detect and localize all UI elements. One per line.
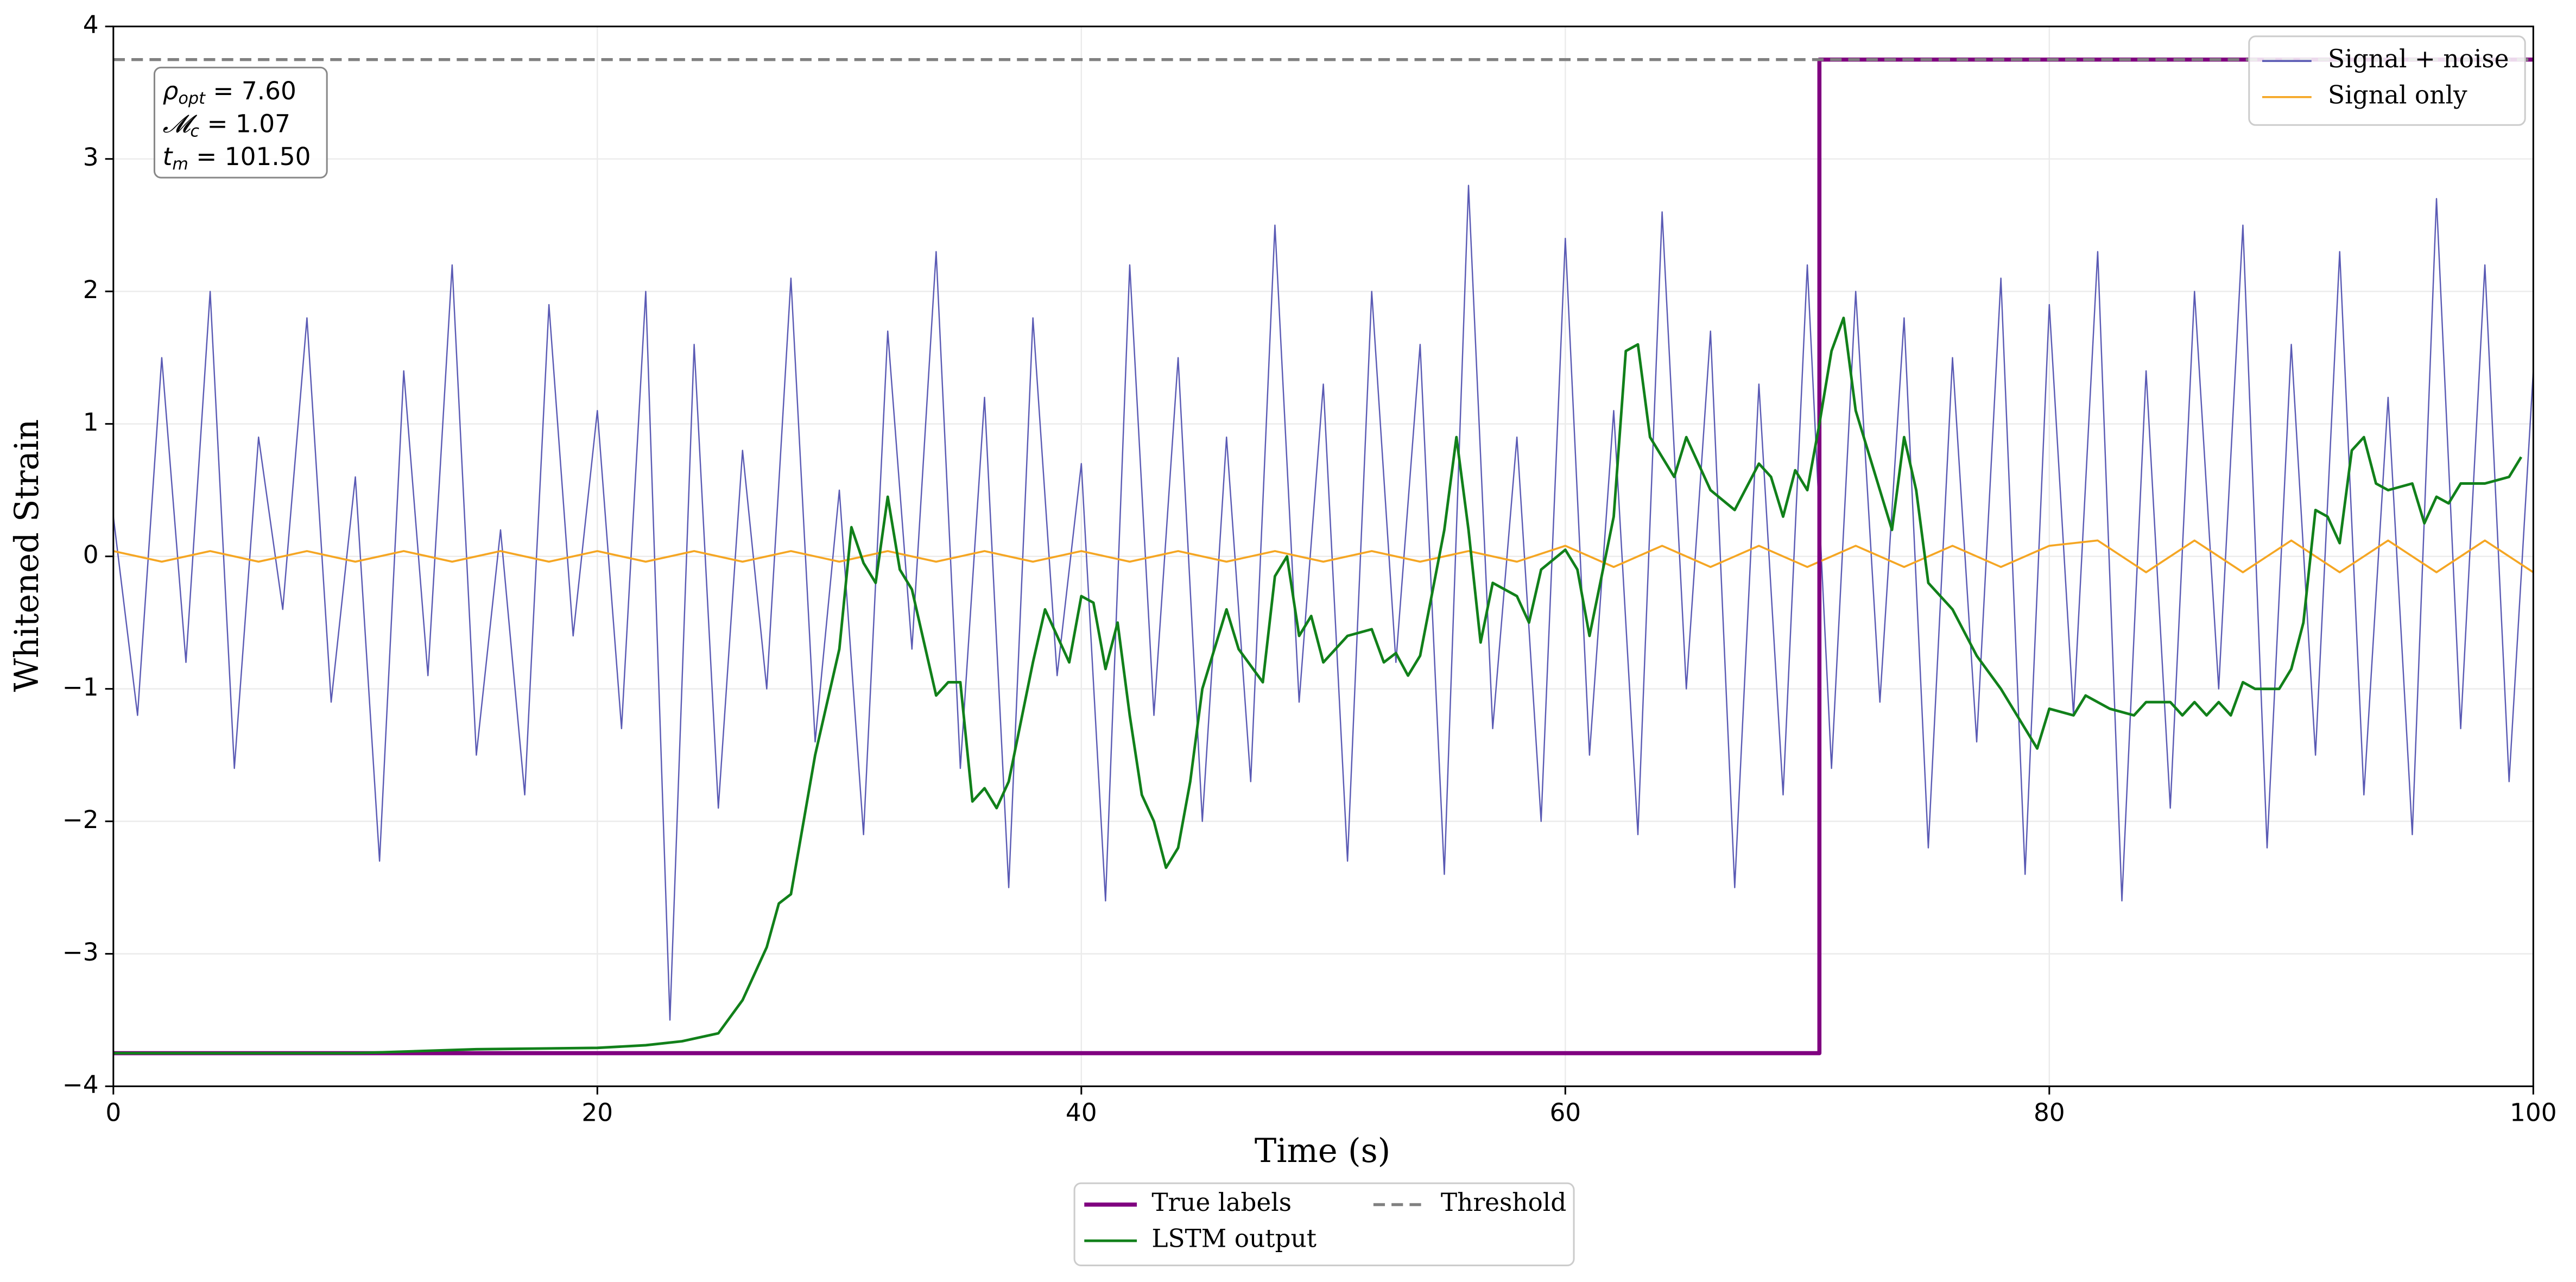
legend-label: Threshold: [1441, 1188, 1566, 1217]
x-tick-label: 80: [2034, 1098, 2065, 1127]
legend-label: LSTM output: [1151, 1224, 1317, 1253]
y-axis-label: Whitened Strain: [8, 419, 46, 692]
annotation-subscript: opt: [178, 89, 206, 108]
annotation-line: 𝓜c = 1.07: [163, 109, 290, 141]
plot-frame: [112, 26, 2534, 1088]
series-line: [113, 539, 2534, 573]
legend-label: Signal + noise: [2328, 45, 2509, 73]
annotation-box: [153, 66, 328, 179]
annotation-subscript: c: [190, 122, 199, 141]
y-tick-label: 1: [83, 408, 99, 437]
series-line: [113, 185, 2534, 1021]
x-tick-label: 40: [1066, 1098, 1097, 1127]
y-tick-label: 2: [83, 275, 99, 304]
legend-box: [1073, 1182, 1575, 1266]
y-tick-label: −2: [62, 805, 99, 834]
x-tick-label: 100: [2510, 1098, 2557, 1127]
x-tick-label: 0: [105, 1098, 121, 1127]
annotation-text: = 101.50: [188, 142, 311, 170]
y-tick-label: 3: [83, 143, 99, 172]
annotation-line: ρopt = 7.60: [163, 76, 296, 108]
y-tick-label: −4: [62, 1070, 99, 1099]
legend-box: [2248, 35, 2526, 126]
x-axis-label: Time (s): [1255, 1132, 1390, 1170]
annotation-symbol: t: [163, 142, 174, 170]
y-tick-label: −1: [62, 673, 99, 702]
legend-label: True labels: [1151, 1188, 1292, 1217]
x-tick-label: 60: [1549, 1098, 1581, 1127]
y-tick-label: −3: [62, 938, 99, 967]
series-line: [113, 317, 2523, 1054]
x-tick-label: 20: [581, 1098, 613, 1127]
y-tick-label: 0: [83, 540, 99, 569]
annotation-subscript: m: [172, 154, 188, 173]
annotation-line: tm = 101.50: [163, 142, 311, 173]
annotation-symbol: ρ: [163, 76, 179, 105]
legend-label: Signal only: [2328, 80, 2467, 109]
annotation-text: = 1.07: [199, 109, 290, 138]
annotation-text: = 7.60: [205, 76, 296, 105]
y-tick-label: 4: [83, 10, 99, 39]
